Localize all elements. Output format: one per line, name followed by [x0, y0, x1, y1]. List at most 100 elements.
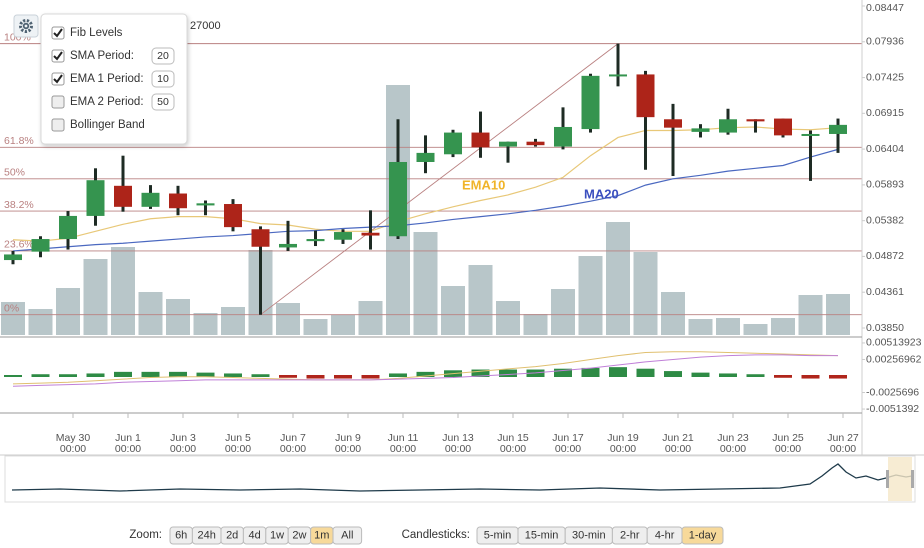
volume-bar — [331, 315, 355, 335]
macd-tick-label: 0.00513923 — [866, 337, 922, 349]
y-tick-label: 0.04361 — [866, 286, 904, 298]
volume-bar — [138, 292, 163, 335]
candle-body — [279, 243, 297, 248]
x-tick-time: 00:00 — [720, 443, 746, 455]
navigator-selection[interactable] — [888, 457, 912, 501]
check-mark — [53, 51, 63, 61]
macd-bar — [691, 372, 710, 377]
control-button-label: 2d — [226, 529, 238, 541]
volume-bar — [496, 301, 520, 335]
macd-bar — [636, 368, 655, 377]
macd-bar — [114, 371, 132, 377]
macd-bar — [664, 371, 682, 377]
x-tick-label: Jun 15 — [497, 432, 529, 444]
x-tick-time: 00:00 — [115, 443, 141, 455]
x-tick-time: 00:00 — [335, 443, 361, 455]
x-tick-label: Jun 21 — [662, 432, 694, 444]
candle-body — [554, 126, 572, 147]
macd-bar — [829, 375, 847, 379]
candle-body — [114, 185, 132, 207]
volume-bar — [606, 222, 630, 335]
check-mark — [53, 28, 63, 38]
navigator — [4, 455, 916, 503]
setting-label: Bollinger Band — [70, 119, 145, 131]
candle-body — [59, 215, 77, 240]
candle-body — [609, 74, 627, 77]
x-tick-time: 00:00 — [60, 443, 86, 455]
x-tick-time: 00:00 — [775, 443, 801, 455]
macd-bar — [361, 375, 380, 379]
macd-bar — [224, 373, 242, 377]
control-button-label: 4d — [248, 529, 260, 541]
x-tick-time: 00:00 — [555, 443, 581, 455]
navigator-line — [11, 463, 913, 492]
volume-bar — [578, 256, 603, 335]
control-button-label: 1w — [270, 529, 284, 541]
x-tick-label: Jun 9 — [335, 432, 361, 444]
macd-bar — [774, 375, 792, 378]
macd-bar — [499, 369, 517, 377]
x-tick-time: 00:00 — [280, 443, 306, 455]
control-button-label: 2-hr — [620, 529, 640, 541]
macd-bar — [416, 371, 435, 377]
x-tick-label: Jun 19 — [607, 432, 639, 444]
fib-label: 38.2% — [4, 199, 34, 211]
control-button[interactable] — [332, 526, 363, 545]
setting-label: Fib Levels — [70, 27, 123, 39]
control-button[interactable] — [681, 526, 724, 545]
control-button-label: 1m — [314, 529, 329, 541]
y-tick-label: 0.08447 — [866, 2, 904, 14]
candle-body — [169, 193, 187, 209]
macd-bar — [59, 374, 77, 377]
x-tick-label: Jun 13 — [442, 432, 474, 444]
candle-body — [499, 141, 517, 147]
macd-bar — [719, 373, 737, 377]
checkbox[interactable] — [51, 118, 65, 132]
candle-body — [306, 239, 325, 242]
fib-label: 50% — [4, 167, 25, 179]
macd-bar — [471, 369, 490, 377]
x-tick-time: 00:00 — [445, 443, 471, 455]
setting-label: EMA 2 Period: — [70, 96, 144, 108]
volume-bar — [166, 299, 190, 335]
volume-bar — [28, 309, 53, 335]
panel-box — [40, 13, 188, 145]
control-button-label: 5-min — [484, 529, 512, 541]
candle-body — [251, 229, 270, 247]
x-tick-time: 00:00 — [665, 443, 691, 455]
x-tick-label: Jun 27 — [827, 432, 859, 444]
checkbox[interactable] — [51, 95, 65, 109]
volume-bar — [413, 232, 438, 335]
candle-body — [774, 118, 792, 136]
volume-bar — [743, 324, 768, 335]
macd-bar — [746, 374, 765, 377]
volume-bar — [193, 313, 218, 335]
x-tick-label: May 30 — [56, 432, 91, 444]
y-tick-label: 0.03850 — [866, 322, 904, 334]
candle-body — [86, 180, 105, 216]
value-box[interactable] — [151, 70, 175, 88]
info-text: 27000 — [190, 20, 221, 32]
navigator-handle[interactable] — [886, 470, 889, 488]
value-box[interactable] — [151, 93, 175, 111]
macd-bar — [4, 375, 22, 377]
macd-tick-label: -0.0051392 — [866, 403, 919, 415]
candle-body — [829, 124, 847, 134]
candle-body — [224, 204, 242, 228]
setting-label: EMA 1 Period: — [70, 73, 144, 85]
x-tick-label: Jun 23 — [717, 432, 749, 444]
x-tick-time: 00:00 — [225, 443, 251, 455]
x-tick-time: 00:00 — [830, 443, 856, 455]
navigator-handle[interactable] — [911, 470, 914, 488]
x-tick-label: Jun 25 — [772, 432, 804, 444]
y-tick-label: 0.05382 — [866, 214, 904, 226]
control-button-label: 15-min — [525, 529, 559, 541]
candle-body — [31, 239, 50, 252]
candle-body — [526, 141, 545, 146]
macd-bar — [279, 375, 297, 378]
volume-bar — [771, 318, 795, 335]
value-box[interactable] — [151, 47, 175, 65]
macd-bar — [86, 373, 105, 377]
